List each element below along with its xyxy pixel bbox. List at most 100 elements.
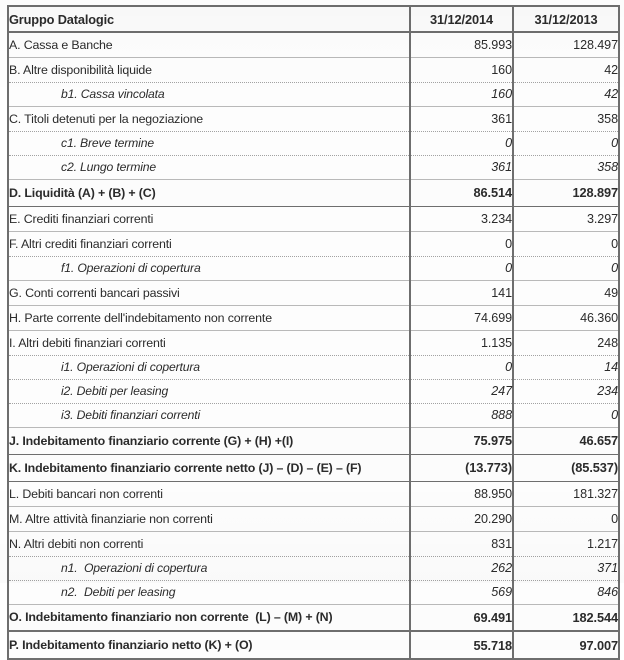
table-row: H. Parte corrente dell'indebitamento non… — [8, 305, 619, 331]
row-label: L. Debiti bancari non correnti — [8, 481, 410, 507]
row-label: c1. Breve termine — [8, 131, 410, 156]
table-row: B. Altre disponibilità liquide 160 42 — [8, 57, 619, 83]
header-cell-year-previous: 31/12/2013 — [512, 6, 619, 33]
row-value-previous: 181.327 — [512, 481, 619, 507]
row-value-current: 0 — [409, 355, 513, 380]
table-row: D. Liquidità (A) + (B) + (C) 86.514 128.89… — [8, 178, 619, 207]
row-label: n1. Operazioni di copertura — [8, 556, 410, 581]
row-value-current: 0 — [409, 131, 513, 156]
table-row: N. Altri debiti non correnti 831 1.217 — [8, 531, 619, 557]
row-value-previous: 46.360 — [512, 305, 619, 331]
row-value-current: 3.234 — [409, 206, 513, 232]
table-row: c2. Lungo termine 361 358 — [8, 155, 619, 180]
row-label: f1. Operazioni di copertura — [8, 256, 410, 281]
table-row: I. Altri debiti finanziari correnti 1.135… — [8, 330, 619, 356]
row-value-current: 0 — [409, 231, 513, 257]
financial-position-table: Gruppo Datalogic 31/12/2014 31/12/2013 A… — [7, 5, 620, 660]
row-label: J. Indebitamento finanziario corrente (G… — [8, 426, 410, 455]
row-value-current: 0 — [409, 256, 513, 281]
row-value-previous: 46.657 — [512, 426, 619, 455]
row-label: N. Altri debiti non correnti — [8, 531, 410, 557]
row-value-current: 86.514 — [409, 178, 513, 207]
row-label: I. Altri debiti finanziari correnti — [8, 330, 410, 356]
row-value-previous: 42 — [512, 82, 619, 107]
row-value-current: 85.993 — [409, 32, 513, 58]
table-row: J. Indebitamento finanziario corrente (G… — [8, 426, 619, 455]
row-label: F. Altri crediti finanziari correnti — [8, 231, 410, 257]
row-label: n2. Debiti per leasing — [8, 580, 410, 605]
header-cell-year-current: 31/12/2014 — [409, 6, 513, 33]
row-label: O. Indebitamento finanziario non corrent… — [8, 603, 410, 632]
row-value-previous: 0 — [512, 231, 619, 257]
row-value-previous: 42 — [512, 57, 619, 83]
row-value-current: 74.699 — [409, 305, 513, 331]
table-header-row: Gruppo Datalogic 31/12/2014 31/12/2013 — [8, 6, 619, 33]
table-row: f1. Operazioni di copertura 0 0 — [8, 256, 619, 281]
table-row: C. Titoli detenuti per la negoziazione 36… — [8, 106, 619, 132]
row-label: G. Conti correnti bancari passivi — [8, 280, 410, 306]
row-value-current: 88.950 — [409, 481, 513, 507]
row-value-current: 361 — [409, 155, 513, 180]
table-row: P. Indebitamento finanziario netto (K) +… — [8, 630, 619, 659]
table-row: F. Altri crediti finanziari correnti 0 0 — [8, 231, 619, 257]
row-value-current: 160 — [409, 82, 513, 107]
row-label: B. Altre disponibilità liquide — [8, 57, 410, 83]
row-label: b1. Cassa vincolata — [8, 82, 410, 107]
row-value-previous: 97.007 — [512, 630, 619, 659]
table-row: c1. Breve termine 0 0 — [8, 131, 619, 156]
row-value-current: 262 — [409, 556, 513, 581]
table-row: O. Indebitamento finanziario non corrent… — [8, 603, 619, 632]
row-value-current: 20.290 — [409, 506, 513, 532]
row-value-previous: 128.897 — [512, 178, 619, 207]
row-value-current: 569 — [409, 580, 513, 605]
row-label: P. Indebitamento finanziario netto (K) +… — [8, 630, 410, 659]
row-label: i1. Operazioni di copertura — [8, 355, 410, 380]
row-label: M. Altre attività finanziarie non corren… — [8, 506, 410, 532]
row-value-previous: 846 — [512, 580, 619, 605]
row-value-previous: 0 — [512, 506, 619, 532]
table-row: n2. Debiti per leasing 569 846 — [8, 580, 619, 605]
row-value-current: 160 — [409, 57, 513, 83]
row-value-previous: 3.297 — [512, 206, 619, 232]
table-row: G. Conti correnti bancari passivi 141 49 — [8, 280, 619, 306]
table-row: b1. Cassa vincolata 160 42 — [8, 82, 619, 107]
row-label: H. Parte corrente dell'indebitamento non… — [8, 305, 410, 331]
row-value-current: (13.773) — [409, 453, 513, 482]
header-cell-title: Gruppo Datalogic — [8, 6, 410, 33]
row-value-previous: 234 — [512, 379, 619, 404]
row-value-previous: 0 — [512, 131, 619, 156]
row-label: i2. Debiti per leasing — [8, 379, 410, 404]
row-value-previous: 128.497 — [512, 32, 619, 58]
table-row: A. Cassa e Banche 85.993 128.497 — [8, 32, 619, 58]
row-label: C. Titoli detenuti per la negoziazione — [8, 106, 410, 132]
row-value-current: 1.135 — [409, 330, 513, 356]
row-label: c2. Lungo termine — [8, 155, 410, 180]
row-value-previous: 182.544 — [512, 603, 619, 632]
table-row: i3. Debiti finanziari correnti 888 0 — [8, 403, 619, 428]
table-body: Gruppo Datalogic 31/12/2014 31/12/2013 A… — [8, 6, 619, 659]
table-row: M. Altre attività finanziarie non corren… — [8, 506, 619, 532]
row-value-current: 141 — [409, 280, 513, 306]
table-row: E. Crediti finanziari correnti 3.234 3.297 — [8, 206, 619, 232]
row-value-previous: 49 — [512, 280, 619, 306]
row-value-previous: 248 — [512, 330, 619, 356]
row-value-previous: 0 — [512, 403, 619, 428]
row-value-previous: 1.217 — [512, 531, 619, 557]
row-value-previous: 358 — [512, 106, 619, 132]
row-value-current: 75.975 — [409, 426, 513, 455]
row-label: i3. Debiti finanziari correnti — [8, 403, 410, 428]
row-value-previous: 0 — [512, 256, 619, 281]
table-row: L. Debiti bancari non correnti 88.950 181.… — [8, 481, 619, 507]
table-row: K. Indebitamento finanziario corrente ne… — [8, 453, 619, 482]
row-value-current: 247 — [409, 379, 513, 404]
row-label: K. Indebitamento finanziario corrente ne… — [8, 453, 410, 482]
row-value-previous: 14 — [512, 355, 619, 380]
row-value-current: 888 — [409, 403, 513, 428]
table-row: i2. Debiti per leasing 247 234 — [8, 379, 619, 404]
row-value-current: 69.491 — [409, 603, 513, 632]
row-label: D. Liquidità (A) + (B) + (C) — [8, 178, 410, 207]
row-value-current: 361 — [409, 106, 513, 132]
table-row: n1. Operazioni di copertura 262 371 — [8, 556, 619, 581]
row-value-current: 55.718 — [409, 630, 513, 659]
